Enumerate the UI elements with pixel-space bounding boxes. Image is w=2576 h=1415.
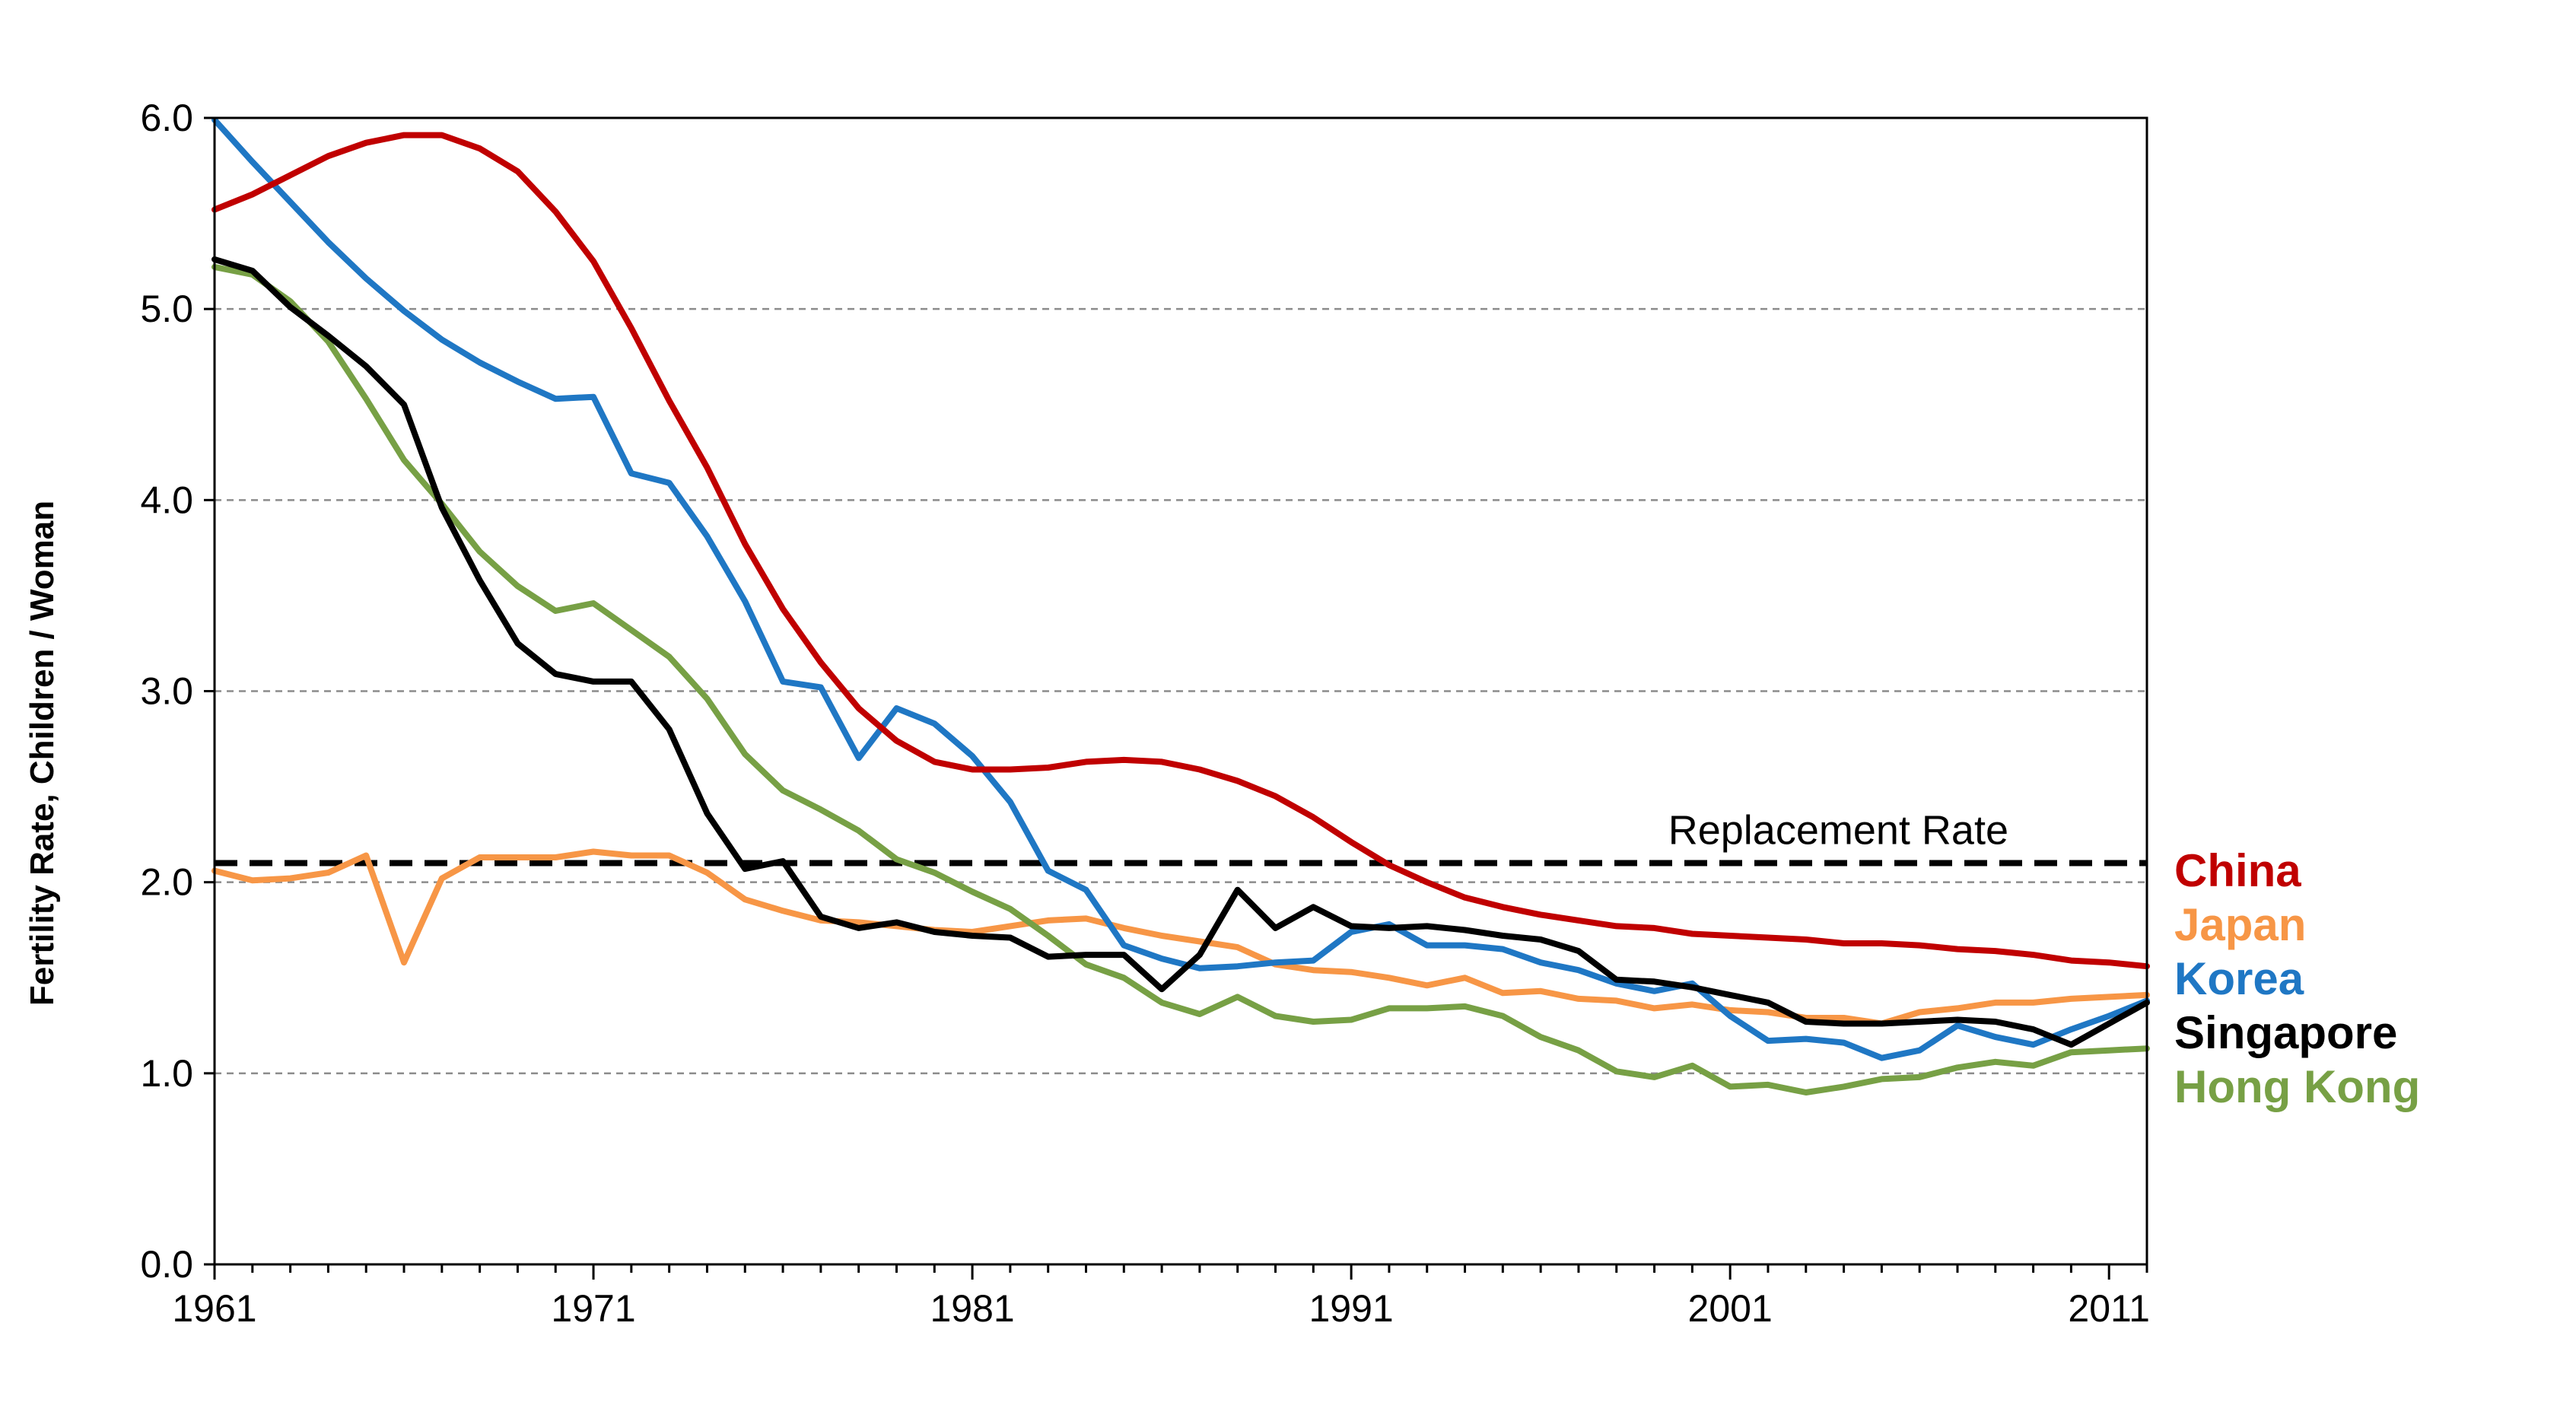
x-tick-label: 1991 — [1309, 1287, 1394, 1330]
x-tick-label: 2011 — [2068, 1287, 2150, 1330]
replacement-rate-group: Replacement Rate — [215, 808, 2147, 866]
replacement-rate-label: Replacement Rate — [1668, 808, 2008, 854]
series-line-singapore — [211, 256, 2150, 1048]
y-tick-label: 4.0 — [140, 479, 193, 521]
legend-entry-japan: Japan — [2174, 899, 2306, 950]
tick-labels: 0.0 1.0 2.0 3.0 4.0 5.0 6.0 1961 1971 1981 1991 200… — [140, 97, 2149, 1330]
legend-entry-hong-kong: Hong Kong — [2174, 1061, 2420, 1112]
y-tick-label: 6.0 — [140, 97, 193, 139]
series-line-korea — [211, 116, 2150, 1061]
y-tick-label: 5.0 — [140, 288, 193, 330]
x-tick-label: 1971 — [551, 1287, 635, 1330]
series-lines — [211, 116, 2150, 1095]
x-tick-label: 2001 — [1688, 1287, 1773, 1330]
y-axis-label: Fertility Rate, Children / Woman — [24, 501, 61, 1006]
gridlines — [215, 307, 2147, 1075]
y-tick-label: 2.0 — [140, 861, 193, 904]
legend-entry-singapore: Singapore — [2174, 1007, 2397, 1058]
series-line-hong-kong — [211, 263, 2150, 1095]
x-tick-label: 1981 — [930, 1287, 1014, 1330]
x-tick-label: 1961 — [172, 1287, 256, 1330]
y-tick-label: 0.0 — [140, 1243, 193, 1286]
y-tick-label: 1.0 — [140, 1052, 193, 1095]
axes — [204, 116, 2148, 1280]
plot-frame — [213, 116, 2148, 1266]
series-line-china — [211, 132, 2150, 970]
y-tick-label: 3.0 — [140, 670, 193, 713]
legend-entry-china: China — [2174, 845, 2301, 896]
legend-entry-korea: Korea — [2174, 953, 2304, 1004]
series-line-japan — [211, 848, 2150, 1027]
